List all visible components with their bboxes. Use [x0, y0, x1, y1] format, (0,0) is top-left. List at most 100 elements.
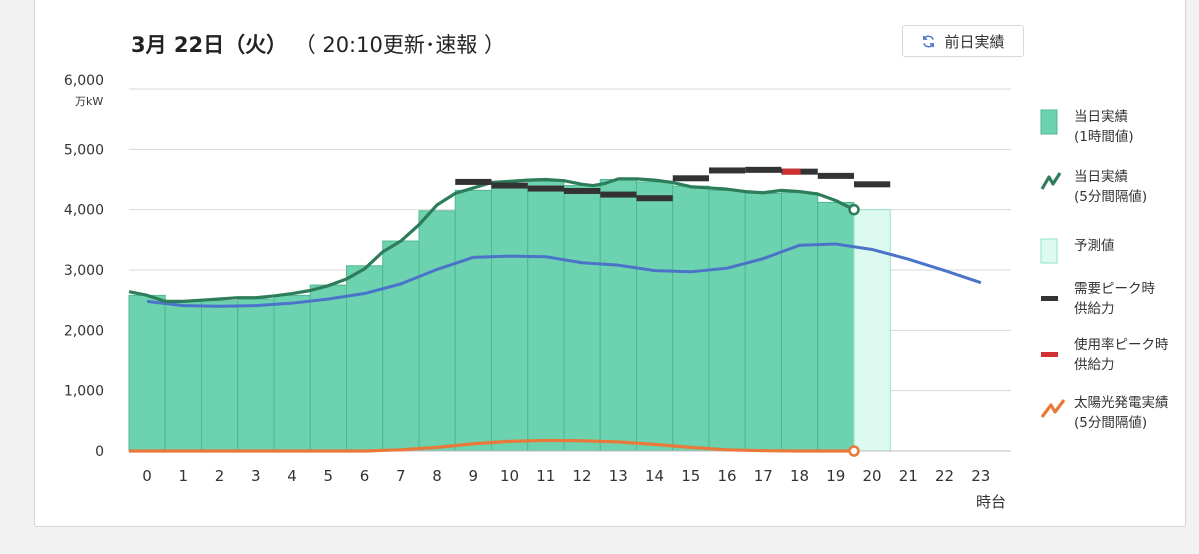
hourly-actual-bar [454, 189, 492, 452]
peak-demand-supply-mark [527, 185, 564, 192]
y-axis-unit: 万kW [75, 95, 104, 108]
x-tick-label: 6 [360, 467, 370, 485]
legend-label: 予測値 [1074, 236, 1115, 256]
previous-day-button[interactable]: 前日実績 [902, 25, 1024, 57]
green-bar-icon [1040, 109, 1058, 141]
hourly-actual-bar [164, 300, 202, 452]
x-tick-label: 3 [251, 467, 261, 485]
y-tick-label: 1,000 [64, 384, 104, 400]
green-line-icon [1040, 169, 1062, 199]
x-tick-label: 16 [717, 467, 736, 485]
x-tick-label: 9 [468, 467, 478, 485]
x-axis-unit: 時台 [976, 493, 1007, 511]
title-date: 3月 22日（火） [131, 33, 288, 57]
y-tick-label: 5,000 [64, 142, 104, 158]
legend-label-line2: 供給力 [1074, 301, 1115, 317]
legend-label-line2: (5分間隔値) [1074, 415, 1148, 431]
peak-demand-supply-mark [817, 172, 854, 179]
actual-5min-line [128, 177, 855, 303]
legend-label-line2: 供給力 [1074, 357, 1115, 373]
title-update-time: （ 20:10更新･速報 ） [305, 33, 506, 57]
x-tick-label: 2 [215, 467, 225, 485]
legend-label-line2: (1時間値) [1074, 129, 1134, 145]
y-tick-label: 0 [95, 444, 104, 460]
peak-demand-supply-mark [600, 191, 637, 198]
x-tick-label: 13 [609, 467, 628, 485]
x-tick-label: 11 [536, 467, 555, 485]
light-green-bar-icon [1040, 238, 1058, 270]
x-tick-label: 21 [899, 467, 918, 485]
refresh-icon [921, 34, 936, 49]
solar-line [129, 438, 854, 453]
y-tick-label: 4,000 [64, 203, 104, 219]
legend-label: 当日実績 (5分間隔値) [1074, 167, 1147, 207]
x-tick-label: 1 [178, 467, 188, 485]
peak-demand-supply-mark [709, 167, 746, 174]
x-tick-label: 10 [500, 467, 519, 485]
legend-label-line1: 当日実績 [1074, 109, 1128, 125]
legend-label: 太陽光発電実績 (5分間隔値) [1074, 393, 1169, 433]
hourly-actual-bar [527, 180, 565, 452]
legend-label-line1: 使用率ピーク時 [1074, 337, 1169, 353]
x-tick-label: 8 [432, 467, 442, 485]
legend-label-line2: (5分間隔値) [1074, 189, 1148, 205]
forecast-bar [853, 209, 891, 452]
x-tick-label: 4 [287, 467, 297, 485]
y-tick-label: 2,000 [64, 323, 104, 339]
peak-demand-supply-mark [455, 178, 492, 185]
hourly-actual-bar [599, 179, 637, 452]
x-tick-label: 18 [790, 467, 809, 485]
solar-endpoint [848, 445, 860, 457]
hourly-actual-bar [491, 182, 529, 452]
y-tick-label: 6,000 [64, 73, 104, 89]
hourly-actual-bar [817, 201, 855, 452]
hourly-actual-bar [201, 300, 239, 452]
peak-demand-supply-mark [491, 182, 528, 189]
legend-label-line1: 予測値 [1074, 238, 1115, 254]
x-tick-label: 20 [862, 467, 881, 485]
previous-day-label: 前日実績 [944, 32, 1005, 51]
hourly-actual-bar [636, 181, 674, 452]
x-tick-label: 5 [323, 467, 333, 485]
forecast-line [146, 242, 982, 308]
x-tick-label: 0 [142, 467, 152, 485]
hourly-actual-bar [418, 210, 456, 452]
y-tick-label: 3,000 [64, 263, 104, 279]
hourly-actual-bar [563, 185, 601, 452]
x-tick-label: 12 [572, 467, 591, 485]
actual-5min-endpoint [848, 203, 860, 216]
hourly-actual-bar [672, 185, 710, 452]
peak-demand-supply-mark [636, 195, 673, 202]
x-tick-label: 14 [645, 467, 664, 485]
peak-demand-supply-mark [854, 181, 891, 188]
hourly-actual-bar [708, 189, 746, 452]
x-tick-label: 17 [754, 467, 773, 485]
peak-demand-supply-mark [672, 175, 709, 182]
chart-title: 3月 22日（火） （ 20:10更新･速報 ） [131, 29, 505, 59]
x-tick-label: 22 [935, 467, 954, 485]
black-dash-icon [1040, 281, 1060, 307]
legend-label: 需要ピーク時 供給力 [1074, 279, 1155, 319]
orange-line-icon [1040, 395, 1066, 427]
legend-label: 使用率ピーク時 供給力 [1074, 335, 1169, 375]
hourly-actual-bar [128, 294, 166, 452]
hourly-actual-bar [382, 240, 420, 452]
peak-demand-supply-mark [564, 187, 601, 194]
x-tick-label: 23 [971, 467, 990, 485]
hourly-actual-bar [781, 192, 819, 452]
legend-label: 当日実績 (1時間値) [1074, 107, 1134, 147]
legend-label-line1: 需要ピーク時 [1074, 281, 1155, 297]
hourly-actual-bar [237, 298, 275, 452]
legend-label-line1: 太陽光発電実績 [1074, 395, 1169, 411]
hourly-actual-bar [273, 294, 311, 452]
peak-demand-supply-mark [745, 166, 782, 173]
hourly-actual-bar [309, 284, 347, 452]
x-tick-label: 15 [681, 467, 700, 485]
legend-label-line1: 当日実績 [1074, 169, 1128, 185]
peak-usage-supply-mark [782, 168, 801, 175]
red-dash-icon [1040, 337, 1060, 363]
hourly-actual-bar [744, 192, 782, 452]
x-tick-label: 7 [396, 467, 406, 485]
x-tick-label: 19 [826, 467, 845, 485]
